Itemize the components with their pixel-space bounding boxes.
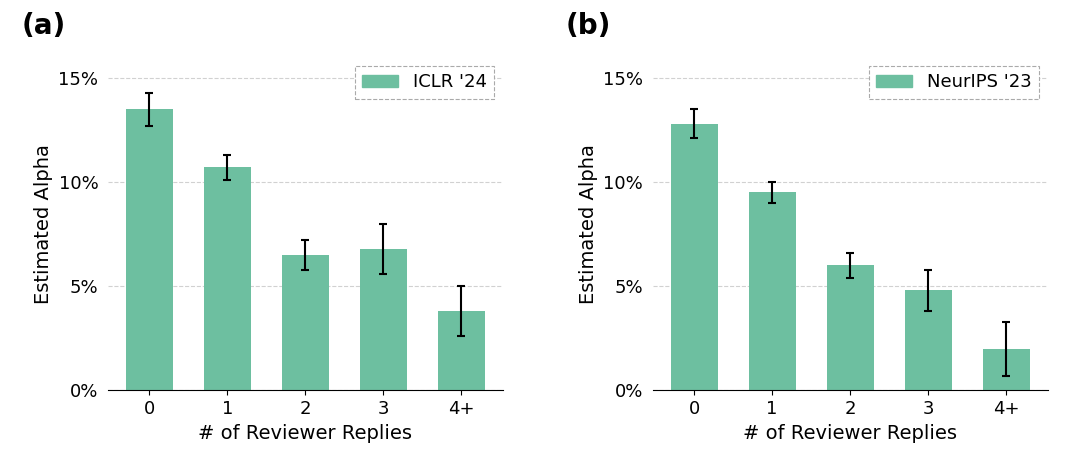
Bar — [126, 109, 173, 390]
Legend: ICLR '24: ICLR '24 — [354, 66, 494, 99]
Text: (a): (a) — [22, 12, 66, 40]
Bar — [360, 248, 407, 390]
Y-axis label: Estimated Alpha: Estimated Alpha — [33, 144, 53, 304]
Bar — [983, 348, 1029, 390]
Bar — [748, 192, 796, 390]
Bar — [438, 311, 485, 390]
Bar — [905, 290, 951, 390]
Text: (b): (b) — [566, 12, 611, 40]
Bar — [282, 255, 328, 390]
Y-axis label: Estimated Alpha: Estimated Alpha — [579, 144, 597, 304]
Bar — [204, 168, 251, 390]
Bar — [671, 124, 717, 390]
X-axis label: # of Reviewer Replies: # of Reviewer Replies — [199, 424, 413, 443]
X-axis label: # of Reviewer Replies: # of Reviewer Replies — [743, 424, 957, 443]
Bar — [827, 266, 874, 390]
Legend: NeurIPS '23: NeurIPS '23 — [868, 66, 1039, 99]
